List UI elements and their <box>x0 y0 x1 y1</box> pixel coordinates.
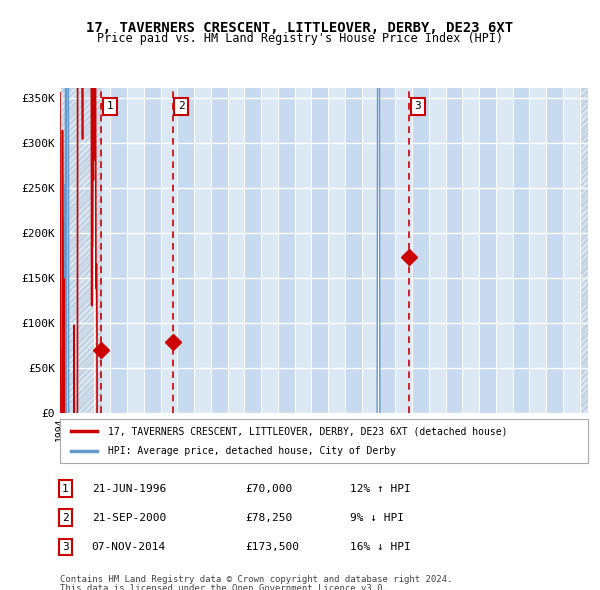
Bar <box>77 88 94 413</box>
Bar <box>563 88 580 413</box>
Bar <box>395 88 412 413</box>
Bar <box>362 88 379 413</box>
Text: HPI: Average price, detached house, City of Derby: HPI: Average price, detached house, City… <box>107 446 395 455</box>
Text: 9% ↓ HPI: 9% ↓ HPI <box>350 513 404 523</box>
Bar <box>345 88 362 413</box>
Bar <box>412 88 429 413</box>
Text: This data is licensed under the Open Government Licence v3.0.: This data is licensed under the Open Gov… <box>60 584 388 590</box>
Bar <box>194 88 211 413</box>
Bar <box>429 88 446 413</box>
Bar <box>60 88 101 413</box>
Text: 1: 1 <box>62 484 68 493</box>
Text: 3: 3 <box>62 542 68 552</box>
Text: 07-NOV-2014: 07-NOV-2014 <box>92 542 166 552</box>
Bar <box>278 88 295 413</box>
Bar <box>211 88 227 413</box>
Bar <box>580 88 588 413</box>
Bar <box>161 88 178 413</box>
Bar <box>178 88 194 413</box>
Bar <box>110 88 127 413</box>
Bar <box>379 88 395 413</box>
Bar <box>311 88 328 413</box>
Text: 12% ↑ HPI: 12% ↑ HPI <box>350 484 411 493</box>
Text: £173,500: £173,500 <box>245 542 299 552</box>
Text: 1: 1 <box>106 101 113 112</box>
Bar <box>227 88 244 413</box>
Text: Price paid vs. HM Land Registry's House Price Index (HPI): Price paid vs. HM Land Registry's House … <box>97 32 503 45</box>
Bar <box>244 88 261 413</box>
Bar <box>295 88 311 413</box>
Text: Contains HM Land Registry data © Crown copyright and database right 2024.: Contains HM Land Registry data © Crown c… <box>60 575 452 584</box>
Bar <box>446 88 462 413</box>
Bar <box>261 88 278 413</box>
Bar <box>94 88 110 413</box>
Text: 17, TAVERNERS CRESCENT, LITTLEOVER, DERBY, DE23 6XT: 17, TAVERNERS CRESCENT, LITTLEOVER, DERB… <box>86 21 514 35</box>
Bar <box>60 88 101 413</box>
Text: 16% ↓ HPI: 16% ↓ HPI <box>350 542 411 552</box>
Text: 2: 2 <box>178 101 184 112</box>
Bar <box>512 88 529 413</box>
Bar <box>529 88 546 413</box>
Bar <box>127 88 144 413</box>
Bar <box>580 88 588 413</box>
Bar <box>580 88 596 413</box>
Bar <box>546 88 563 413</box>
Text: £78,250: £78,250 <box>245 513 292 523</box>
Bar <box>479 88 496 413</box>
Text: 21-JUN-1996: 21-JUN-1996 <box>92 484 166 493</box>
Bar <box>60 88 77 413</box>
Bar <box>462 88 479 413</box>
Text: 2: 2 <box>62 513 68 523</box>
Text: 17, TAVERNERS CRESCENT, LITTLEOVER, DERBY, DE23 6XT (detached house): 17, TAVERNERS CRESCENT, LITTLEOVER, DERB… <box>107 427 507 436</box>
Bar <box>328 88 345 413</box>
Text: 21-SEP-2000: 21-SEP-2000 <box>92 513 166 523</box>
Bar <box>144 88 161 413</box>
Bar <box>60 88 101 413</box>
Bar <box>580 88 588 413</box>
Bar <box>496 88 512 413</box>
Text: £70,000: £70,000 <box>245 484 292 493</box>
Text: 3: 3 <box>415 101 421 112</box>
